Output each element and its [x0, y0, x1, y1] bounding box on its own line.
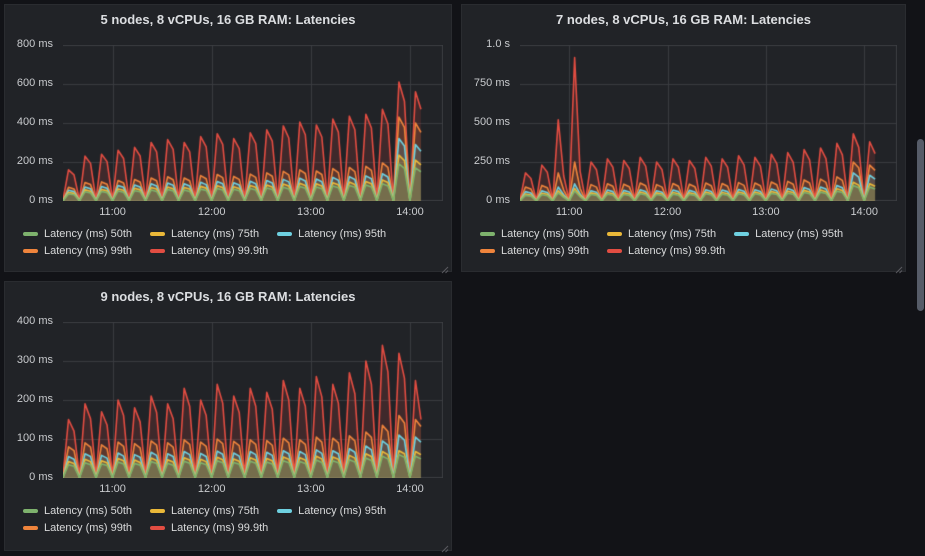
- panel-latencies-7-nodes: 7 nodes, 8 vCPUs, 16 GB RAM: Latencies 1…: [461, 4, 906, 274]
- chart-plot-area[interactable]: 11:00 12:00 13:00 14:00: [520, 45, 897, 218]
- y-axis-tick: 500 ms: [473, 116, 510, 128]
- panel-resize-handle[interactable]: [894, 261, 903, 274]
- panel-latencies-5-nodes: 5 nodes, 8 vCPUs, 16 GB RAM: Latencies 8…: [4, 4, 452, 274]
- legend-swatch: [23, 232, 38, 236]
- legend-item-50th[interactable]: Latency (ms) 50th: [23, 228, 132, 240]
- y-axis-tick: 100 ms: [16, 432, 53, 444]
- legend-swatch: [150, 509, 166, 513]
- legend-swatch: [150, 249, 166, 253]
- y-axis: 800 ms 600 ms 400 ms 200 ms 0 ms: [5, 5, 61, 271]
- legend-swatch: [734, 232, 750, 236]
- y-axis-tick: 750 ms: [473, 77, 510, 89]
- legend-swatch: [607, 232, 623, 236]
- chart-legend: Latency (ms) 50th Latency (ms) 75th Late…: [23, 228, 386, 257]
- chart-plot-area[interactable]: 11:00 12:00 13:00 14:00: [63, 322, 443, 495]
- x-axis-tick: 11:00: [99, 483, 126, 495]
- y-axis-tick: 0 ms: [29, 471, 53, 483]
- x-axis-tick: 13:00: [297, 206, 325, 218]
- legend-item-75th[interactable]: Latency (ms) 75th: [150, 505, 259, 517]
- y-axis-tick: 400 ms: [16, 116, 53, 128]
- legend-swatch: [23, 526, 38, 530]
- y-axis-tick: 0 ms: [29, 194, 53, 206]
- x-axis-tick: 12:00: [197, 206, 226, 218]
- legend-swatch: [23, 249, 38, 253]
- latency-chart-canvas: [63, 322, 443, 478]
- legend-item-99th[interactable]: Latency (ms) 99th: [23, 522, 132, 534]
- legend-item-99th[interactable]: Latency (ms) 99th: [23, 245, 132, 257]
- panel-title[interactable]: 7 nodes, 8 vCPUs, 16 GB RAM: Latencies: [555, 12, 812, 27]
- y-axis-tick: 0 ms: [486, 194, 510, 206]
- chart-legend: Latency (ms) 50th Latency (ms) 75th Late…: [480, 228, 843, 257]
- legend-swatch: [150, 526, 166, 530]
- legend-item-75th[interactable]: Latency (ms) 75th: [607, 228, 716, 240]
- panel-title[interactable]: 5 nodes, 8 vCPUs, 16 GB RAM: Latencies: [100, 12, 356, 27]
- chart-plot-area[interactable]: 11:00 12:00 13:00 14:00: [63, 45, 443, 218]
- x-axis-tick: 14:00: [850, 206, 878, 218]
- legend-item-95th[interactable]: Latency (ms) 95th: [277, 228, 386, 240]
- x-axis-tick: 13:00: [752, 206, 780, 218]
- legend-swatch: [480, 249, 495, 253]
- x-axis-tick: 11:00: [99, 206, 126, 218]
- latency-chart-canvas: [520, 45, 897, 201]
- legend-swatch: [277, 232, 293, 236]
- y-axis-tick: 250 ms: [473, 155, 510, 167]
- y-axis: 400 ms 300 ms 200 ms 100 ms 0 ms: [5, 282, 61, 550]
- latency-chart-canvas: [63, 45, 443, 201]
- y-axis-tick: 200 ms: [16, 155, 53, 167]
- legend-swatch: [150, 232, 166, 236]
- legend-item-99-9th[interactable]: Latency (ms) 99.9th: [607, 245, 725, 257]
- y-axis-tick: 200 ms: [16, 393, 53, 405]
- y-axis-tick: 800 ms: [16, 38, 53, 50]
- panel-title[interactable]: 9 nodes, 8 vCPUs, 16 GB RAM: Latencies: [100, 289, 356, 304]
- x-axis-tick: 14:00: [396, 206, 424, 218]
- legend-swatch: [607, 249, 623, 253]
- x-axis-tick: 12:00: [653, 206, 682, 218]
- y-axis-tick: 600 ms: [16, 77, 53, 89]
- legend-swatch: [23, 509, 38, 513]
- legend-item-99-9th[interactable]: Latency (ms) 99.9th: [150, 245, 268, 257]
- legend-item-99-9th[interactable]: Latency (ms) 99.9th: [150, 522, 268, 534]
- legend-item-75th[interactable]: Latency (ms) 75th: [150, 228, 259, 240]
- y-axis: 1.0 s 750 ms 500 ms 250 ms 0 ms: [462, 5, 518, 271]
- y-axis-tick: 400 ms: [16, 315, 53, 327]
- vertical-scrollbar-thumb[interactable]: [917, 139, 924, 311]
- legend-item-50th[interactable]: Latency (ms) 50th: [480, 228, 589, 240]
- legend-item-50th[interactable]: Latency (ms) 50th: [23, 505, 132, 517]
- panel-resize-handle[interactable]: [440, 540, 449, 553]
- legend-item-95th[interactable]: Latency (ms) 95th: [734, 228, 843, 240]
- legend-item-99th[interactable]: Latency (ms) 99th: [480, 245, 589, 257]
- legend-swatch: [277, 509, 293, 513]
- chart-legend: Latency (ms) 50th Latency (ms) 75th Late…: [23, 505, 386, 534]
- x-axis-tick: 14:00: [396, 483, 424, 495]
- y-axis-tick: 1.0 s: [486, 38, 510, 50]
- x-axis-tick: 12:00: [197, 483, 226, 495]
- legend-swatch: [480, 232, 495, 236]
- legend-item-95th[interactable]: Latency (ms) 95th: [277, 505, 386, 517]
- x-axis-tick: 11:00: [555, 206, 583, 218]
- y-axis-tick: 300 ms: [16, 354, 53, 366]
- x-axis-tick: 13:00: [297, 483, 325, 495]
- panel-resize-handle[interactable]: [440, 261, 449, 274]
- panel-latencies-9-nodes: 9 nodes, 8 vCPUs, 16 GB RAM: Latencies 4…: [4, 281, 452, 553]
